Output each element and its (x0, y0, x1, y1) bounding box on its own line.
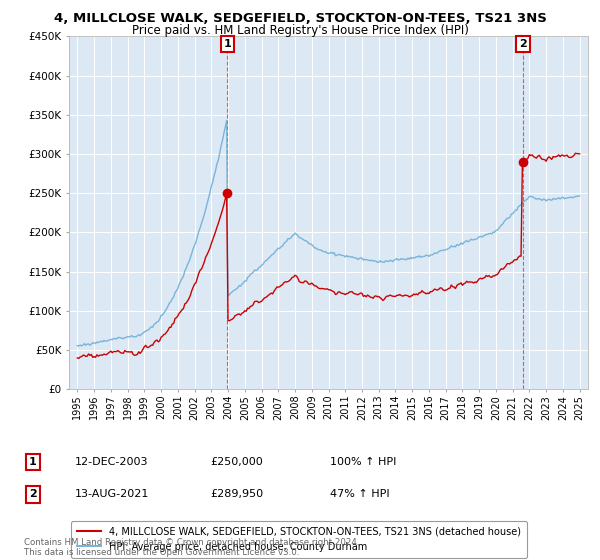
Legend: 4, MILLCLOSE WALK, SEDGEFIELD, STOCKTON-ON-TEES, TS21 3NS (detached house), HPI:: 4, MILLCLOSE WALK, SEDGEFIELD, STOCKTON-… (71, 521, 527, 558)
Text: £289,950: £289,950 (210, 489, 263, 500)
Text: 2: 2 (519, 39, 527, 49)
Text: 12-DEC-2003: 12-DEC-2003 (75, 457, 149, 467)
Text: 100% ↑ HPI: 100% ↑ HPI (330, 457, 397, 467)
Text: Contains HM Land Registry data © Crown copyright and database right 2024.
This d: Contains HM Land Registry data © Crown c… (24, 538, 359, 557)
Text: Price paid vs. HM Land Registry's House Price Index (HPI): Price paid vs. HM Land Registry's House … (131, 24, 469, 37)
Text: 47% ↑ HPI: 47% ↑ HPI (330, 489, 389, 500)
Text: 13-AUG-2021: 13-AUG-2021 (75, 489, 149, 500)
Text: 4, MILLCLOSE WALK, SEDGEFIELD, STOCKTON-ON-TEES, TS21 3NS: 4, MILLCLOSE WALK, SEDGEFIELD, STOCKTON-… (53, 12, 547, 25)
Text: 1: 1 (29, 457, 37, 467)
Text: 1: 1 (223, 39, 231, 49)
Text: 2: 2 (29, 489, 37, 500)
Text: £250,000: £250,000 (210, 457, 263, 467)
